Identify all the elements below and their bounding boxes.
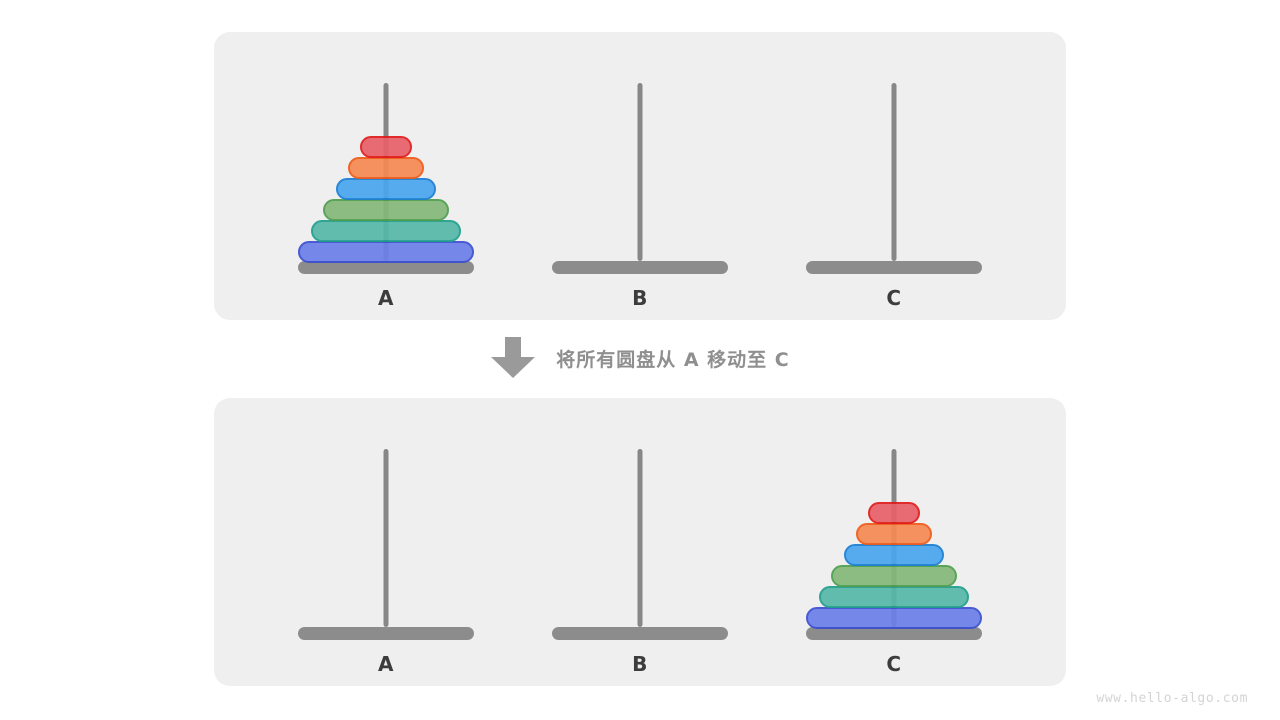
- peg-label-c: C: [886, 652, 902, 676]
- disk-stack: [298, 136, 474, 263]
- peg-base: [552, 261, 728, 274]
- disk-2-orange[interactable]: [856, 523, 932, 545]
- peg-rod: [383, 449, 389, 627]
- disk-6-indigo[interactable]: [806, 607, 982, 629]
- disk-2-orange[interactable]: [348, 157, 424, 179]
- disk-stack: [806, 502, 982, 629]
- peg-b-end[interactable]: B: [520, 440, 760, 676]
- peg-label-b: B: [632, 286, 648, 310]
- peg-rod: [637, 449, 643, 627]
- disk-4-green[interactable]: [831, 565, 957, 587]
- peg-label-a: A: [378, 286, 394, 310]
- peg-rod: [891, 83, 897, 261]
- watermark: www.hello-algo.com: [1096, 691, 1248, 706]
- peg-base: [806, 261, 982, 274]
- peg-rod: [637, 83, 643, 261]
- transition-caption: 将所有圆盘从 A 移动至 C: [214, 330, 1066, 386]
- panel-end-state: A B C: [214, 398, 1066, 686]
- disk-3-blue[interactable]: [336, 178, 436, 200]
- peg-base: [552, 627, 728, 640]
- peg-label-b: B: [632, 652, 648, 676]
- peg-label-c: C: [886, 286, 902, 310]
- peg-a-start[interactable]: A: [266, 74, 506, 310]
- panel-start-state: A B C: [214, 32, 1066, 320]
- disk-1-red[interactable]: [360, 136, 412, 158]
- disk-4-green[interactable]: [323, 199, 449, 221]
- peg-base: [806, 627, 982, 640]
- disk-1-red[interactable]: [868, 502, 920, 524]
- disk-5-teal[interactable]: [819, 586, 969, 608]
- peg-label-a: A: [378, 652, 394, 676]
- peg-base: [298, 261, 474, 274]
- disk-5-teal[interactable]: [311, 220, 461, 242]
- peg-a-end[interactable]: A: [266, 440, 506, 676]
- peg-base: [298, 627, 474, 640]
- disk-3-blue[interactable]: [844, 544, 944, 566]
- disk-6-indigo[interactable]: [298, 241, 474, 263]
- peg-c-end[interactable]: C: [774, 440, 1014, 676]
- peg-c-start[interactable]: C: [774, 74, 1014, 310]
- caption-label: 将所有圆盘从 A 移动至 C: [556, 348, 790, 371]
- arrow-down-icon: [491, 337, 536, 378]
- peg-b-start[interactable]: B: [520, 74, 760, 310]
